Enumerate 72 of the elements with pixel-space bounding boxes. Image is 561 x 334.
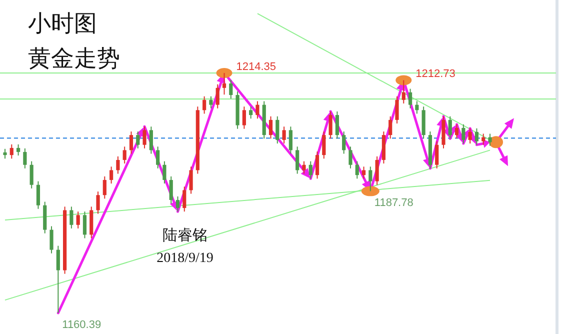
candlestick	[348, 146, 352, 169]
candlestick	[23, 148, 27, 169]
text: 1160.39	[62, 319, 102, 331]
candlestick	[242, 106, 246, 130]
candlestick	[202, 96, 206, 114]
candlestick	[76, 211, 80, 229]
candlestick	[136, 130, 140, 149]
candlestick	[355, 160, 359, 180]
candlestick	[395, 96, 399, 124]
candlestick	[189, 166, 193, 194]
candlestick	[249, 106, 253, 120]
candlestick	[36, 180, 40, 210]
candlestick	[56, 245, 60, 314]
candlestick	[162, 160, 166, 184]
candlestick	[50, 226, 54, 254]
annotation: 1212.73	[416, 68, 456, 80]
candlestick	[149, 126, 153, 154]
candlestick	[322, 130, 326, 160]
candlestick	[315, 151, 320, 180]
chart-subtitle: 黄金走势	[28, 45, 120, 71]
candlestick	[462, 124, 466, 144]
candlestick	[474, 128, 479, 146]
candlestick	[10, 144, 14, 160]
candlestick	[435, 140, 439, 169]
candlestick	[276, 116, 280, 144]
candlestick	[222, 72, 226, 96]
candlestick	[102, 176, 106, 200]
candlestick	[368, 166, 372, 192]
candlestick	[169, 176, 173, 204]
candlestick	[268, 116, 273, 140]
candlestick	[408, 88, 412, 109]
candlestick	[30, 160, 34, 189]
candlestick	[335, 110, 339, 140]
candlestick	[96, 191, 100, 214]
candlestick	[296, 146, 300, 174]
candlestick	[454, 124, 459, 140]
candlestick	[116, 156, 120, 174]
annotation: 1187.78	[374, 197, 414, 210]
candlestick	[288, 126, 292, 154]
candlestick	[209, 96, 213, 109]
candlestick	[122, 146, 126, 164]
candlestick	[256, 100, 260, 120]
candlestick	[110, 166, 114, 184]
candlestick	[70, 206, 74, 229]
candlestick	[82, 211, 87, 239]
annotation: 陆睿铭	[162, 227, 208, 244]
candlestick	[488, 133, 492, 146]
candlestick	[129, 130, 134, 154]
candlestick	[342, 130, 346, 154]
candlestick	[375, 156, 379, 186]
candlestick	[142, 126, 146, 149]
candlestick	[328, 110, 332, 140]
candlestick	[402, 80, 406, 104]
annotation: 2018/9/19	[156, 251, 214, 266]
chart-title: 小时图	[28, 10, 97, 36]
candlestick	[229, 79, 233, 100]
candlestick	[16, 144, 20, 156]
candlestick	[302, 160, 306, 174]
candlestick	[176, 196, 180, 212]
candlestick	[448, 116, 452, 140]
candlestick	[156, 146, 160, 169]
candlestick	[216, 84, 220, 109]
candlestick	[388, 116, 392, 140]
annotation: 1214.35	[236, 61, 276, 73]
candlestick	[282, 126, 286, 144]
candlestick	[415, 100, 419, 114]
candlestick	[482, 133, 486, 146]
candlestick	[308, 160, 312, 180]
candlestick	[182, 186, 186, 212]
candlestick	[468, 128, 472, 144]
candlestick	[3, 148, 7, 160]
candlestick	[362, 166, 366, 180]
